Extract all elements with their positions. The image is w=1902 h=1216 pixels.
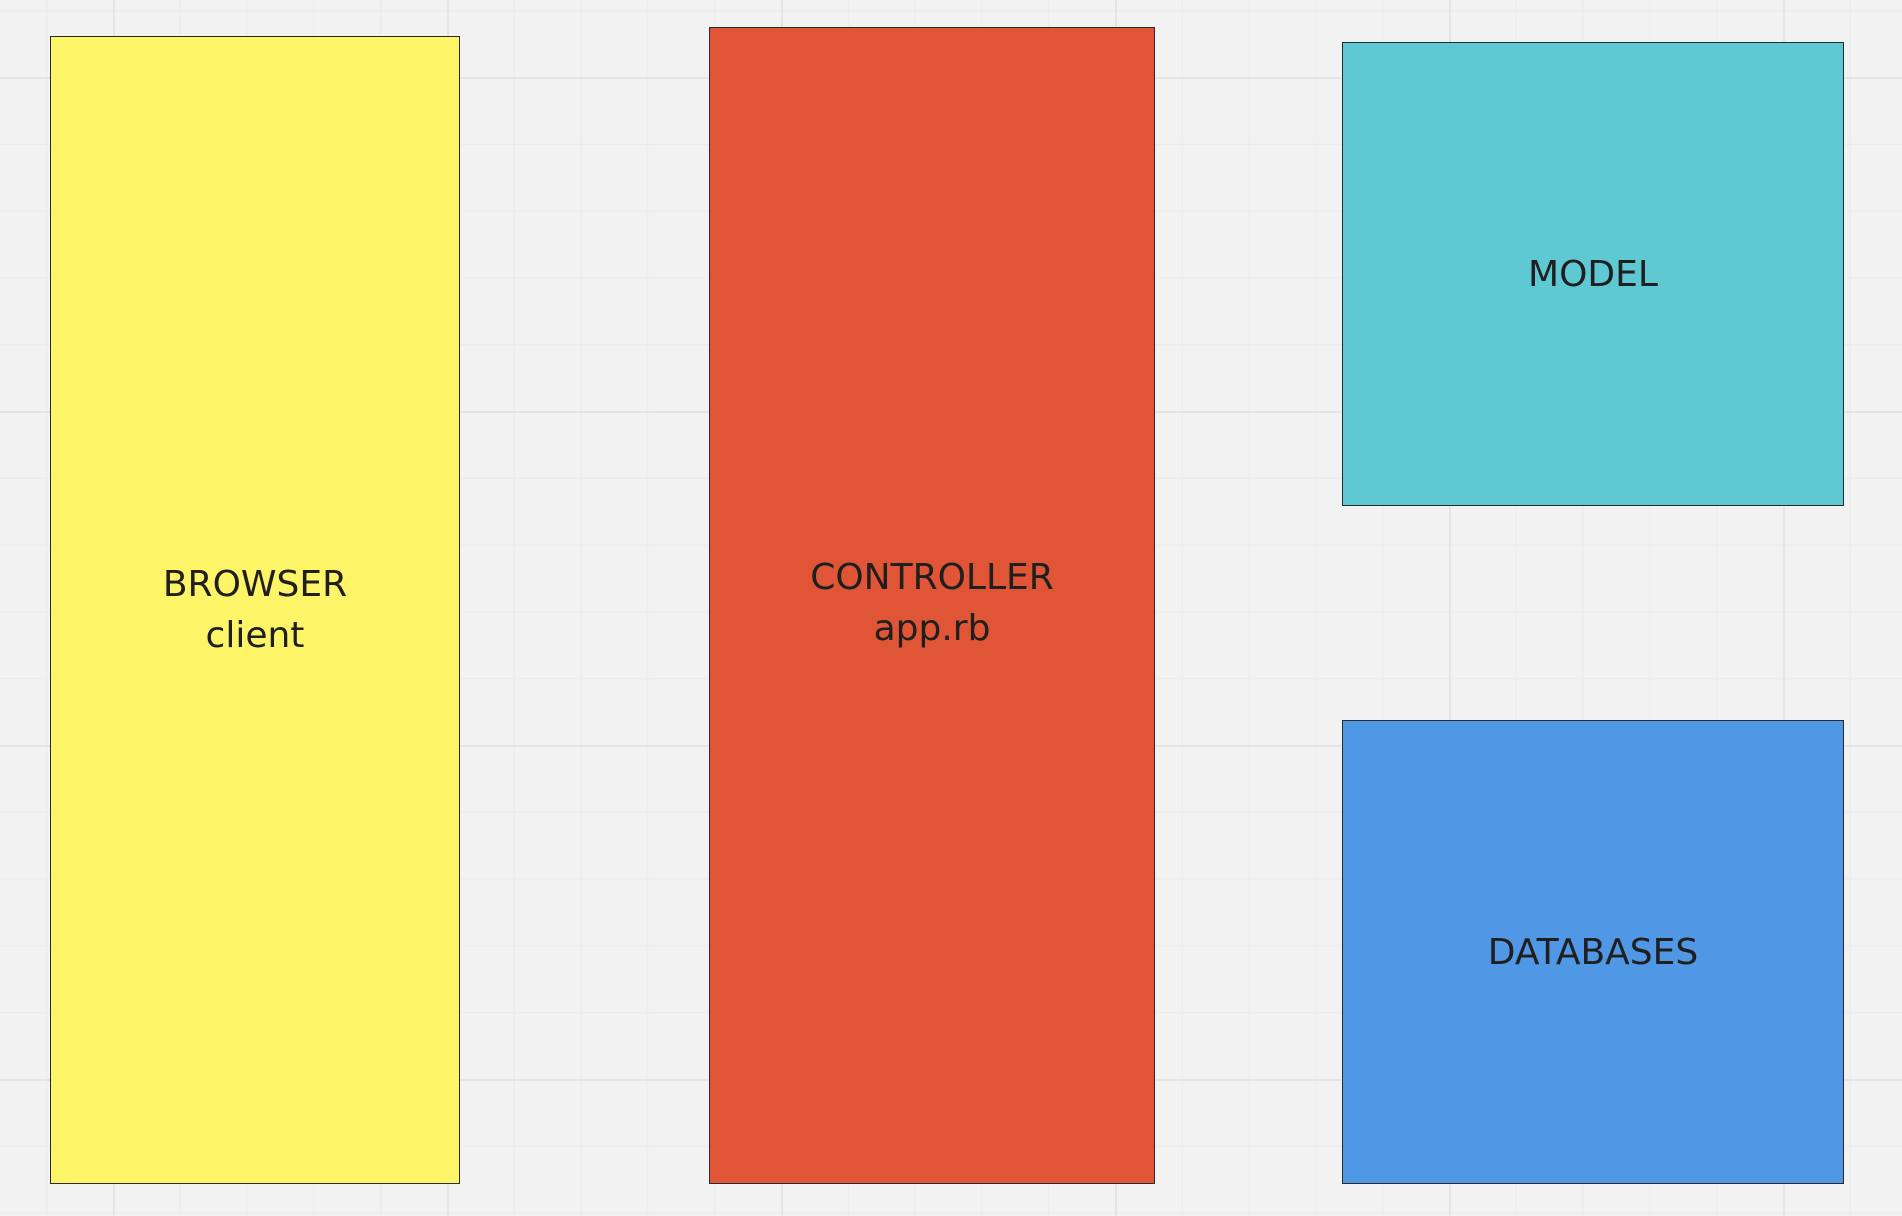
controller-subtitle: app.rb	[873, 607, 991, 649]
controller-box[interactable]: CONTROLLER app.rb	[709, 27, 1155, 1184]
model-box[interactable]: MODEL	[1342, 42, 1844, 506]
browser-client-box[interactable]: BROWSER client	[50, 36, 460, 1184]
controller-title: CONTROLLER	[810, 556, 1054, 598]
databases-title: DATABASES	[1487, 931, 1699, 973]
browser-subtitle: client	[205, 615, 305, 656]
browser-title: BROWSER	[162, 564, 348, 605]
databases-box[interactable]: DATABASES	[1342, 720, 1844, 1184]
model-title: MODEL	[1528, 253, 1658, 295]
